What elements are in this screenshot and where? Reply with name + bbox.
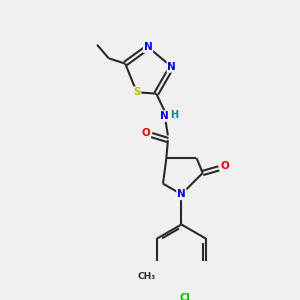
Text: O: O [141, 128, 150, 138]
Text: H: H [169, 110, 178, 119]
Text: N: N [177, 189, 186, 199]
Text: N: N [144, 42, 152, 52]
Text: O: O [220, 161, 229, 171]
Text: N: N [160, 111, 169, 121]
Text: S: S [133, 87, 140, 97]
Text: Cl: Cl [179, 292, 190, 300]
Text: N: N [167, 62, 176, 72]
Text: CH₃: CH₃ [137, 272, 155, 281]
